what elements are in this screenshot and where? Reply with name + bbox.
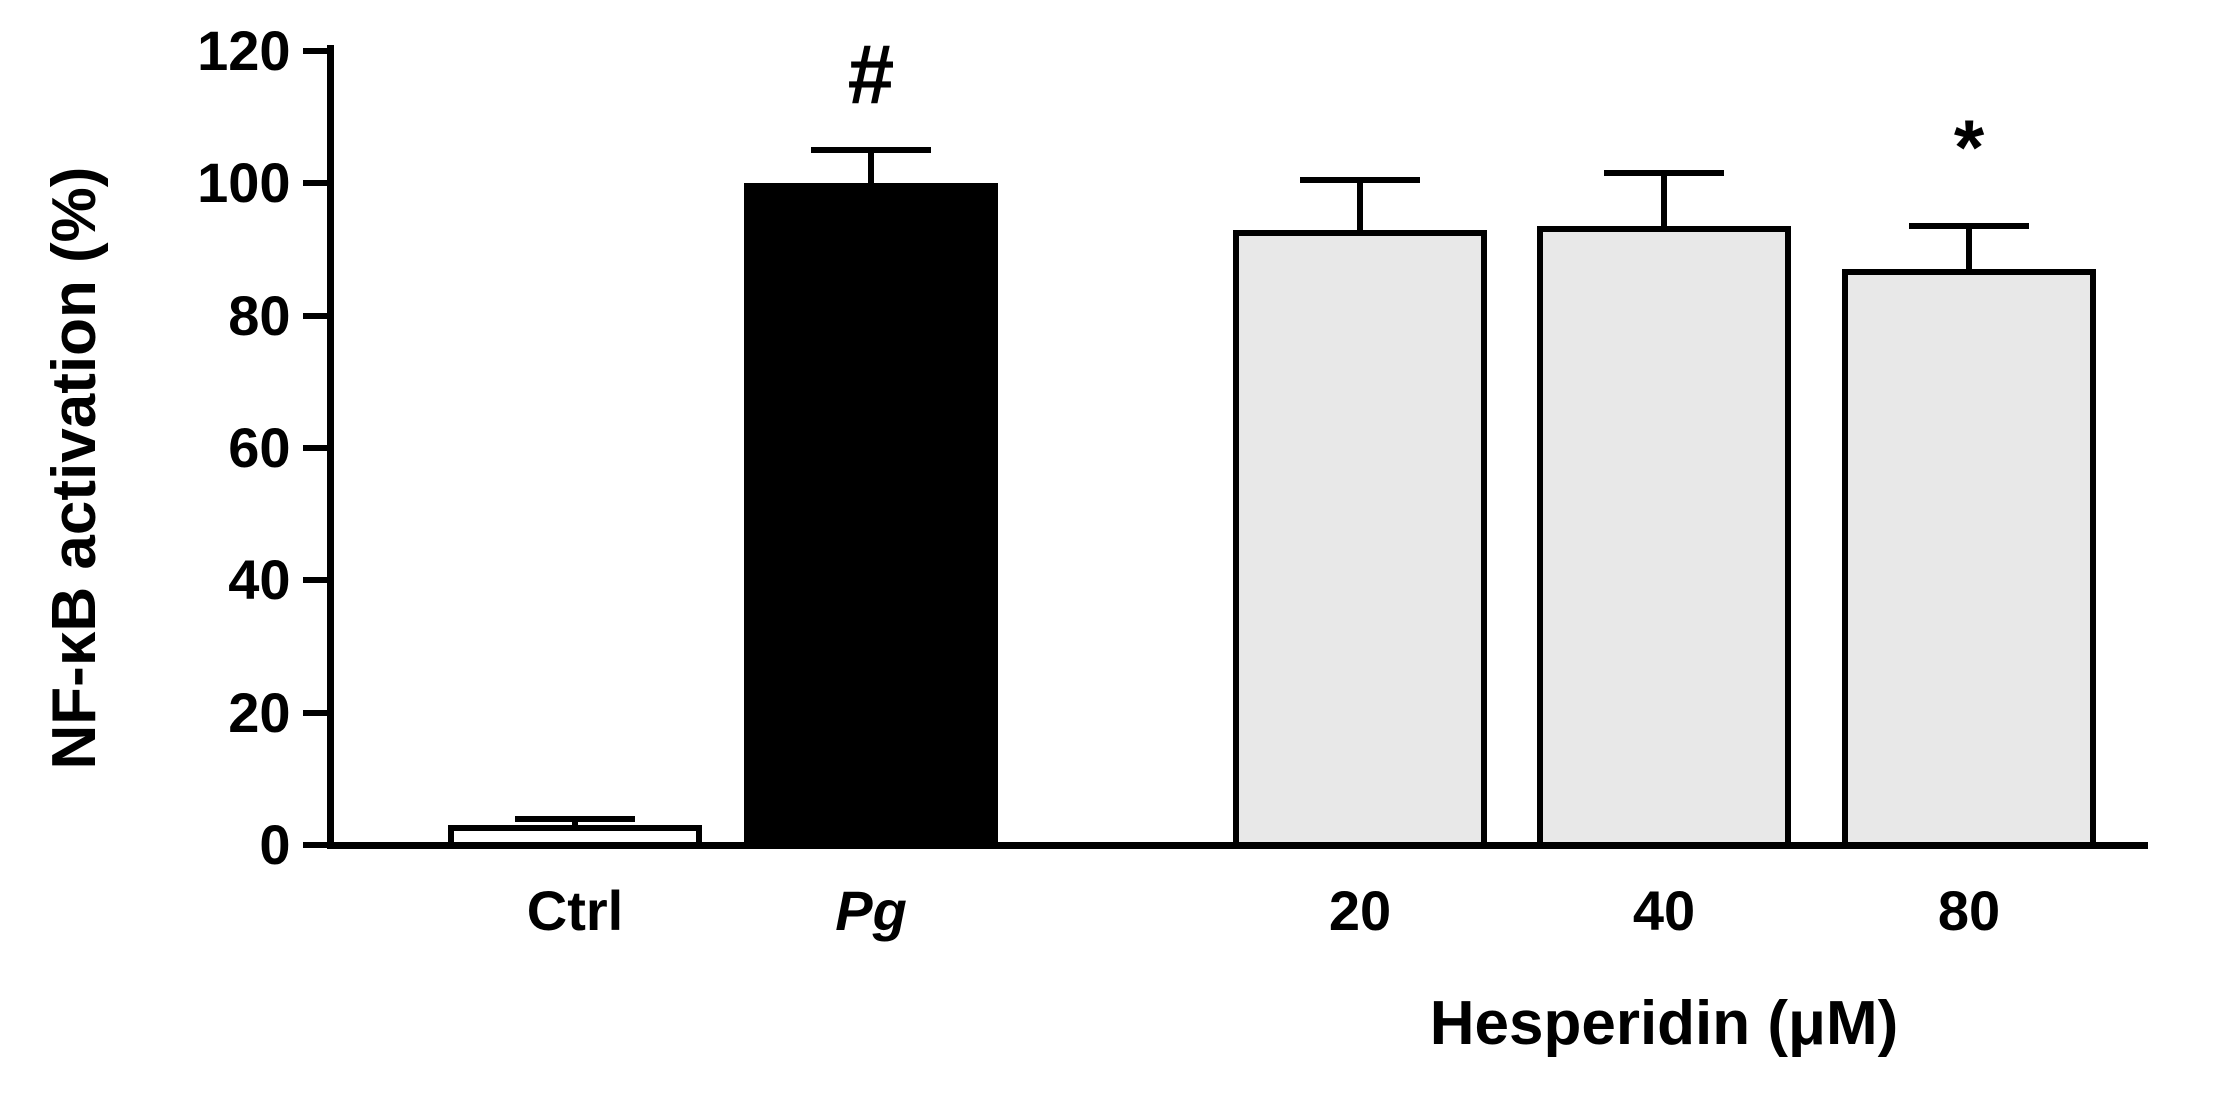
y-tick-mark (302, 842, 327, 848)
significance-asterisk: * (1953, 103, 1985, 192)
x-tick-label-pg: Pg (835, 879, 907, 942)
x-axis-title: Hesperidin (μM) (1429, 989, 1899, 1058)
y-tick-mark (302, 709, 327, 716)
bar-80 (1842, 269, 2096, 848)
y-tick-label: 20 (228, 680, 291, 744)
x-tick-label-40: 40 (1632, 879, 1696, 942)
y-tick-label: 40 (228, 548, 291, 612)
bar-40 (1537, 226, 1791, 848)
bar-pg (744, 183, 998, 848)
y-tick-label: 0 (259, 813, 291, 876)
significance-hash: # (847, 27, 895, 122)
error-bar-line (1661, 173, 1667, 227)
y-tick-mark (302, 577, 327, 584)
error-bar-cap (1604, 170, 1724, 177)
y-axis-line (326, 45, 334, 848)
y-tick-mark (302, 312, 327, 319)
bar-ctrl (448, 825, 702, 848)
x-tick-label-ctrl: Ctrl (526, 879, 624, 942)
y-axis-title: NF-κB activation (%) (40, 166, 109, 770)
error-bar-line (572, 818, 578, 826)
y-tick-label: 100 (197, 151, 291, 215)
x-tick-label-20: 20 (1328, 879, 1392, 942)
error-bar-cap (1300, 177, 1420, 184)
error-bar-line (1357, 180, 1363, 230)
y-tick-mark (302, 445, 327, 451)
y-tick-label: 80 (228, 283, 291, 347)
x-tick-label-80: 80 (1937, 879, 2001, 942)
error-bar-cap (1909, 223, 2029, 230)
y-tick-mark (302, 180, 327, 187)
y-tick-label: 60 (228, 416, 291, 479)
error-bar-line (868, 150, 874, 184)
bar-20 (1233, 229, 1487, 848)
error-bar-cap (515, 815, 635, 822)
error-bar-line (1966, 226, 1972, 270)
error-bar-cap (811, 147, 931, 154)
y-tick-label: 120 (197, 19, 291, 82)
y-tick-mark (302, 48, 327, 54)
